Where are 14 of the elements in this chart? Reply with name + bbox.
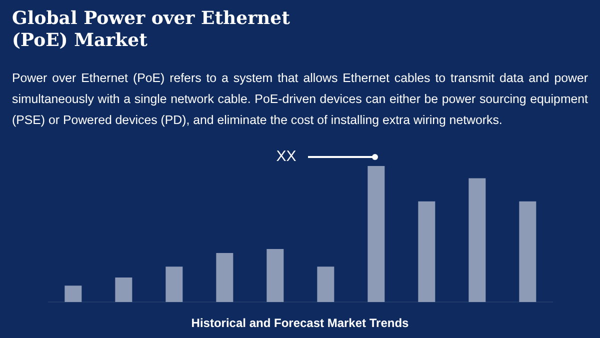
- bar: [266, 248, 284, 302]
- bar: [468, 178, 486, 302]
- chart-subtitle: Power over Ethernet (PoE) refers to a system that allows Ethernet cables to transmit data and power simultaneously with a single network cable. PoE-driven devices can either be power sourcing equipment (PSE) or Powered devices (PD), and eliminate the cost of installing extra wiring networks.: [12, 70, 588, 129]
- chart-title: Global Power over Ethernet (PoE) Market: [12, 8, 291, 52]
- text: XX: [276, 148, 296, 165]
- x-axis-title: Historical and Forecast Market Trends: [190, 316, 410, 330]
- bar: [166, 266, 183, 302]
- bar: [519, 201, 536, 302]
- bar: [368, 166, 385, 302]
- bar: [216, 253, 234, 302]
- bar: [115, 278, 132, 302]
- bar: [64, 286, 82, 302]
- bar: [418, 201, 436, 302]
- bar: [317, 266, 334, 302]
